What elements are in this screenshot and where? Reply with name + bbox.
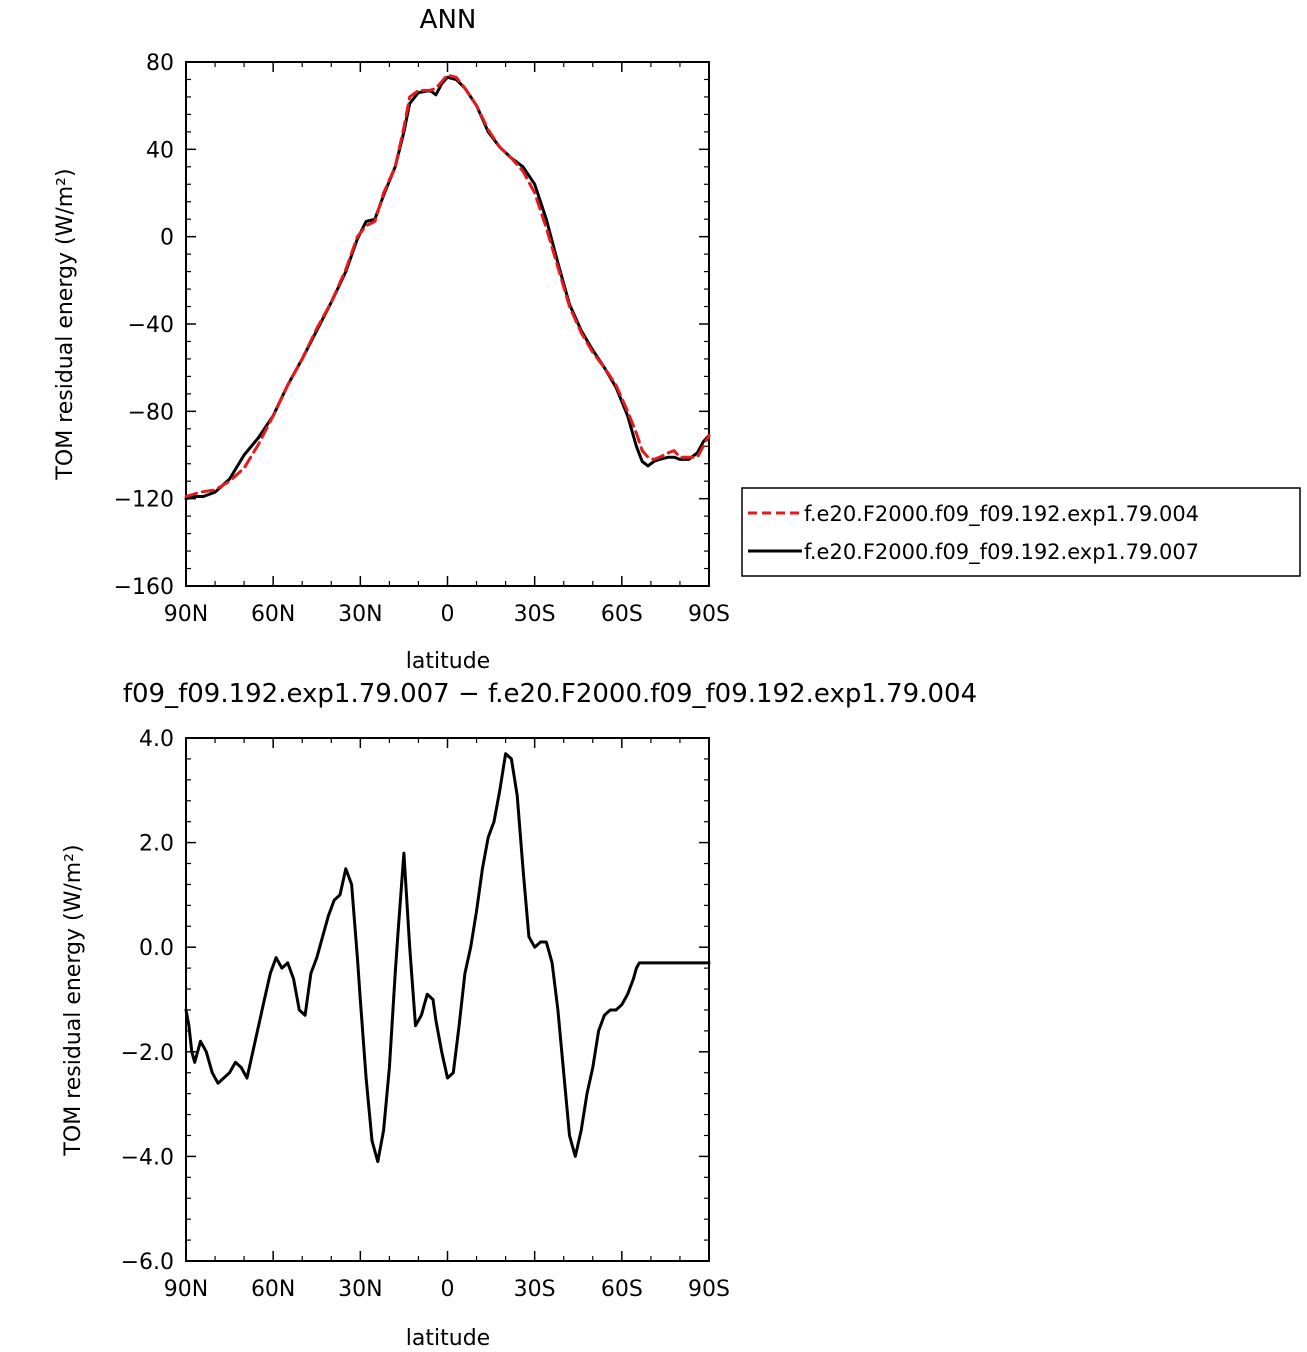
series-line-0-0 [184,73,711,498]
top-x-axis-label: latitude [406,649,490,674]
y-tick-label: −40 [128,313,174,338]
legend-box [741,487,1301,577]
x-tick-label: 60S [601,1277,643,1302]
bottom-y-axis-label: TOM residual energy (W/m²) [61,844,86,1156]
y-tick-label: 4.0 [139,727,174,752]
bottom-panel: f09_f09.192.exp1.79.007 − f.e20.F2000.f0… [61,679,977,1351]
x-tick-label: 90N [164,602,208,627]
y-tick-label: 0 [160,226,174,251]
top-plot-frame [185,61,710,587]
y-tick-label: 80 [146,51,174,76]
bottom-axis-ticks: 90N 60N 30N 0 30S 60S 90S −6.0 −4.0 −2.0 0.0 2.0 4.0 [121,727,730,1302]
x-tick-label: 60N [251,602,295,627]
series-line-1-0 [184,752,711,1164]
legend: f.e20.F2000.f09_f09.192.exp1.79.004 f.e2… [741,487,1301,577]
x-tick-label: 90S [688,1277,730,1302]
x-tick-label: 30N [338,1277,382,1302]
y-tick-label: −120 [114,488,174,513]
x-tick-label: 30N [338,602,382,627]
x-tick-label: 60S [601,602,643,627]
y-tick-label: 2.0 [139,832,174,857]
top-panel: ANN 90N 60N 30N 0 30S 60S 90S −160 −120 −80 −40 0 40… [53,5,1301,674]
legend-label-004: f.e20.F2000.f09_f09.192.exp1.79.004 [804,502,1199,527]
bottom-chart-title: f09_f09.192.exp1.79.007 − f.e20.F2000.f0… [123,679,977,709]
y-tick-label: −80 [128,400,174,425]
x-tick-label: 90N [164,1277,208,1302]
x-tick-label: 30S [514,602,556,627]
x-tick-label: 0 [441,1277,455,1302]
x-tick-label: 90S [688,602,730,627]
x-tick-label: 0 [441,602,455,627]
y-tick-label: −6.0 [121,1250,174,1275]
top-axis-ticks: 90N 60N 30N 0 30S 60S 90S −160 −120 −80 −40 0 40 80 [114,51,730,627]
x-tick-label: 60N [251,1277,295,1302]
x-tick-label: 30S [514,1277,556,1302]
y-tick-label: −4.0 [121,1145,174,1170]
bottom-series-lines [184,752,711,1164]
top-chart-title: ANN [420,5,477,35]
bottom-x-axis-label: latitude [406,1326,490,1351]
y-tick-label: 0.0 [139,936,174,961]
legend-label-007: f.e20.F2000.f09_f09.192.exp1.79.007 [804,540,1199,565]
top-series-lines [184,73,711,501]
y-tick-label: −160 [114,575,174,600]
y-tick-label: 40 [146,138,174,163]
y-tick-label: −2.0 [121,1041,174,1066]
top-y-axis-label: TOM residual energy (W/m²) [53,168,78,480]
